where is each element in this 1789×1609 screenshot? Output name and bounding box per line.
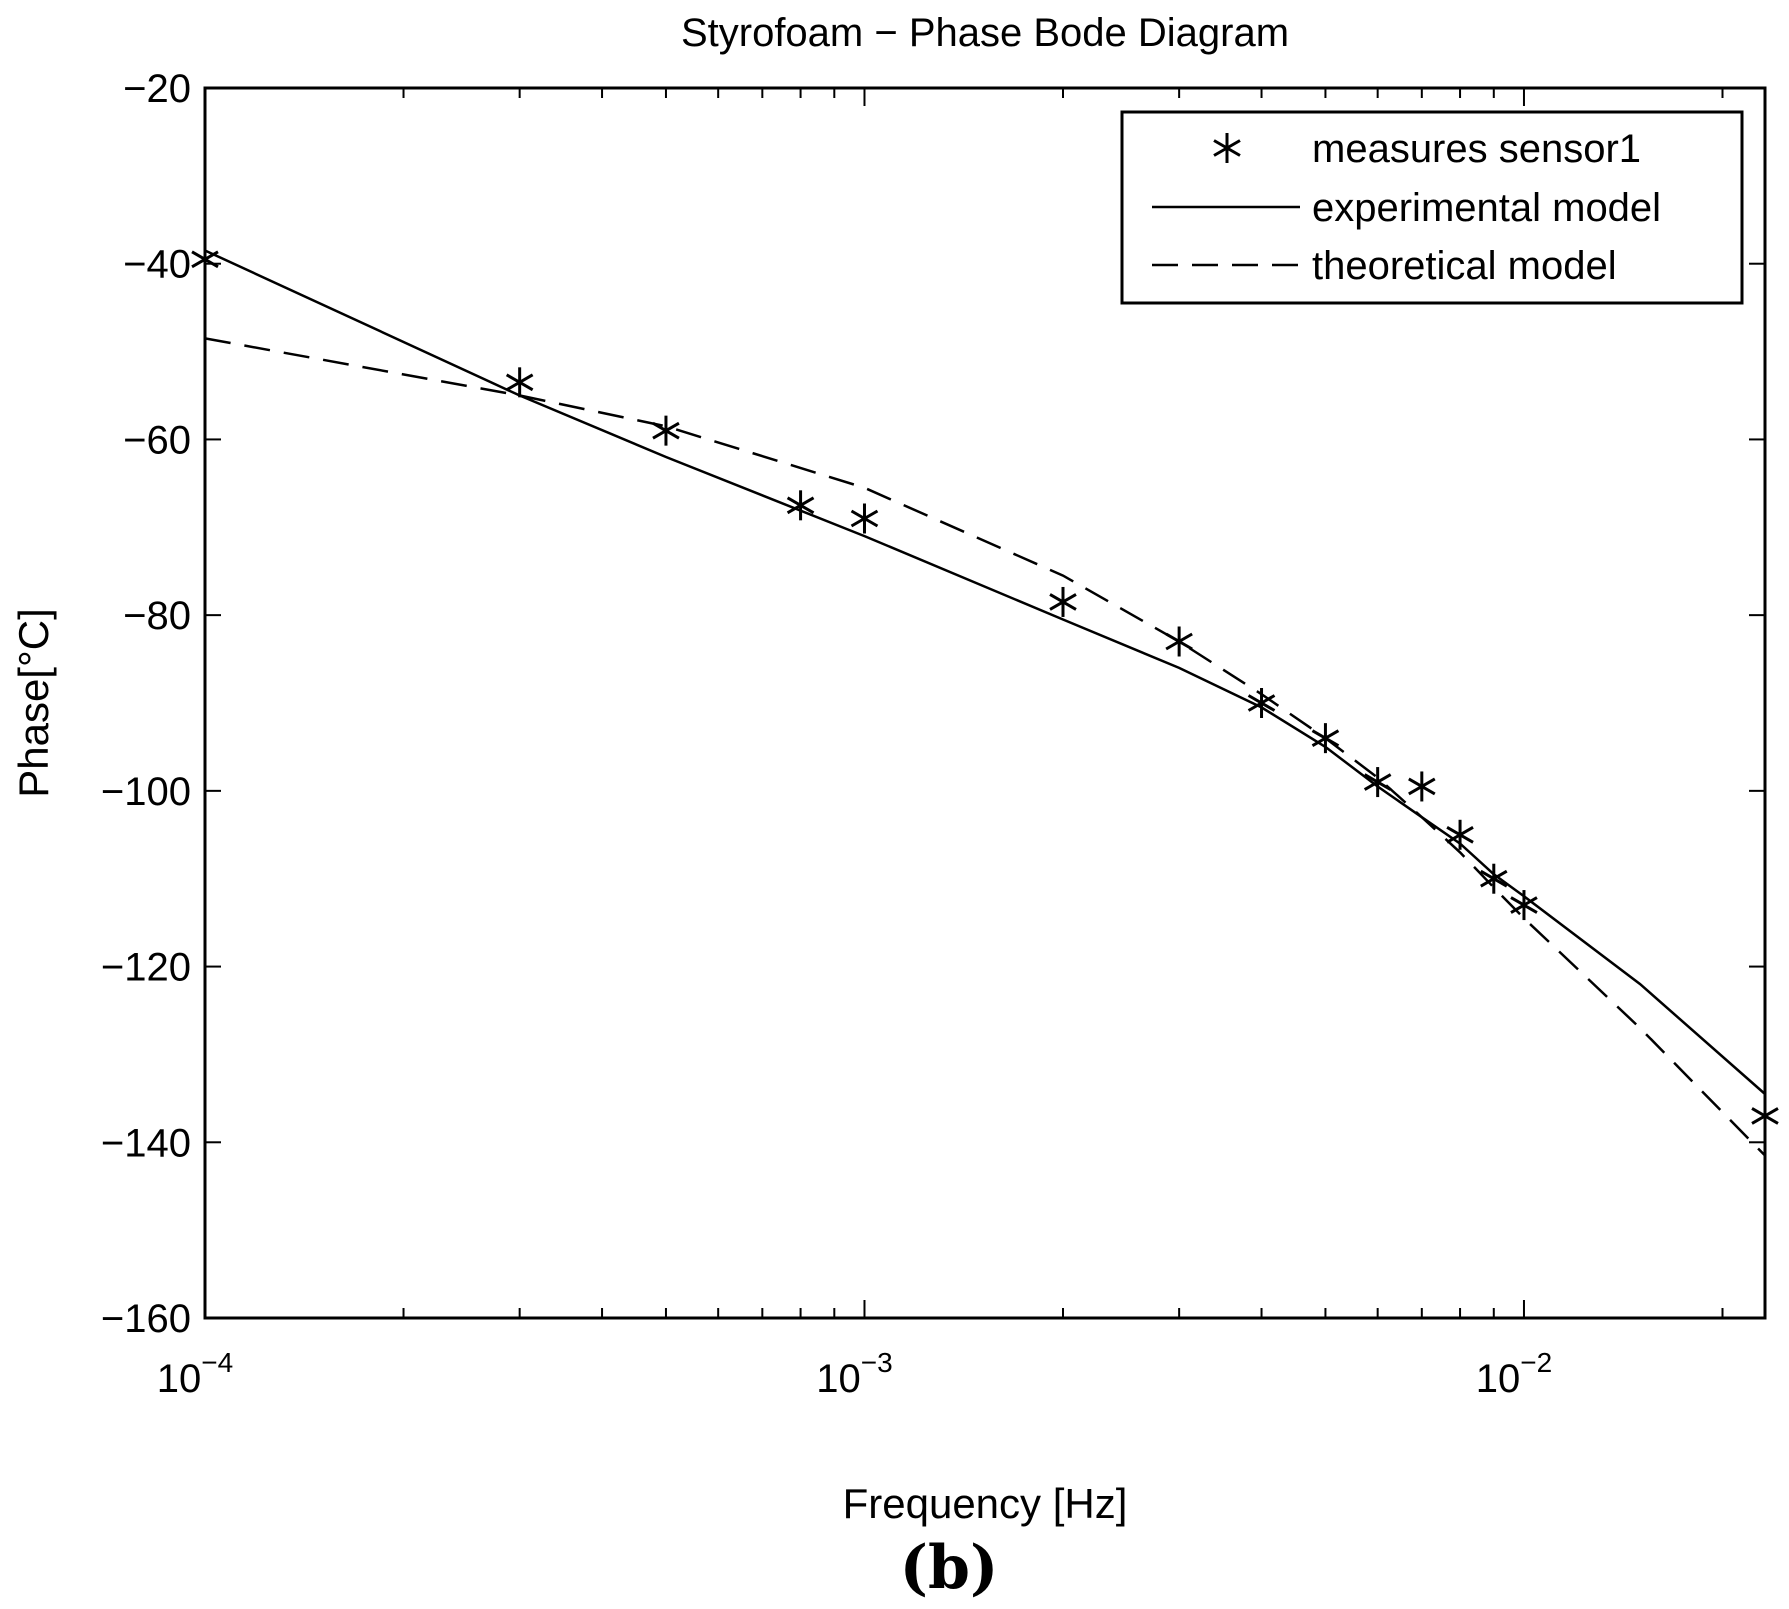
- caption-close-paren: ): [970, 1533, 998, 1603]
- marker-arm: [1049, 593, 1077, 611]
- marker-arm: [1247, 694, 1276, 712]
- marker-arm: [850, 509, 879, 528]
- x-tick-label: 10−3: [816, 1347, 892, 1401]
- x-tick-base: 10: [1476, 1357, 1521, 1401]
- x-tick-base: 10: [157, 1357, 202, 1401]
- legend-label: theoretical model: [1312, 244, 1617, 288]
- y-tick-labels: −20 −40 −60 −80 −100 −120 −140 −160: [101, 67, 191, 1341]
- marker-arm: [786, 496, 815, 515]
- x-tick-exponent: −3: [861, 1347, 893, 1378]
- legend-entries: measures sensor1 experimental model theore…: [1152, 127, 1661, 288]
- x-tick-exponent: −4: [201, 1347, 233, 1378]
- data-point-marker: [1751, 1100, 1779, 1131]
- y-tick-label: −120: [101, 946, 191, 990]
- data-point-marker: [1510, 890, 1538, 921]
- data-point-marker: [1165, 626, 1193, 657]
- marker-arm: [1408, 777, 1436, 796]
- x-tick-base: 10: [816, 1357, 861, 1401]
- figure-caption: (b): [900, 1533, 999, 1603]
- marker-arm: [652, 421, 680, 440]
- data-point-marker: [1408, 771, 1436, 802]
- legend: measures sensor1 experimental model theore…: [1120, 110, 1744, 305]
- series-layer: [191, 244, 1779, 1157]
- x-tick-labels: 10−4 10−3 10−2: [157, 1347, 1552, 1401]
- x-tick-label: 10−4: [157, 1347, 233, 1401]
- series-line-experimental-model: [204, 249, 1766, 1095]
- series-line-theoretical-model: [204, 337, 1766, 1157]
- marker-arm: [505, 373, 534, 392]
- marker-arm: [1363, 773, 1392, 791]
- x-axis-label: Frequency [Hz]: [843, 1480, 1128, 1527]
- data-point-marker: [1049, 586, 1077, 617]
- marker-arm: [1480, 869, 1508, 888]
- data-point-marker: [786, 490, 815, 521]
- series-measures-sensor1: [191, 244, 1779, 1131]
- marker-arm: [1213, 139, 1241, 157]
- legend-marker-measures: [1213, 133, 1241, 163]
- axis-ticks: [204, 87, 1765, 1319]
- data-point-marker: [850, 503, 879, 534]
- marker-arm: [1751, 1107, 1779, 1125]
- y-axis-label: Phase[°C]: [10, 608, 57, 798]
- data-point-marker: [652, 415, 680, 446]
- data-point-marker: [1480, 863, 1508, 894]
- y-tick-label: −160: [101, 1297, 191, 1341]
- legend-label: measures sensor1: [1312, 127, 1641, 171]
- caption-open-paren: (: [900, 1533, 928, 1603]
- x-tick-label: 10−2: [1476, 1347, 1552, 1401]
- y-tick-label: −100: [101, 770, 191, 814]
- y-tick-label: −40: [123, 243, 191, 287]
- data-point-marker: [505, 367, 534, 398]
- y-tick-label: −60: [123, 418, 191, 462]
- marker-arm: [1165, 632, 1193, 651]
- caption-letter: b: [928, 1533, 970, 1603]
- y-tick-label: −80: [123, 594, 191, 638]
- marker-arm: [1446, 825, 1474, 844]
- chart-title: Styrofoam − Phase Bode Diagram: [681, 11, 1289, 55]
- x-tick-exponent: −2: [1520, 1347, 1552, 1378]
- legend-label: experimental model: [1312, 186, 1661, 230]
- y-tick-label: −20: [123, 67, 191, 111]
- y-tick-label: −140: [101, 1121, 191, 1165]
- data-point-marker: [191, 244, 219, 275]
- plot-area-frame: [203, 86, 1767, 1320]
